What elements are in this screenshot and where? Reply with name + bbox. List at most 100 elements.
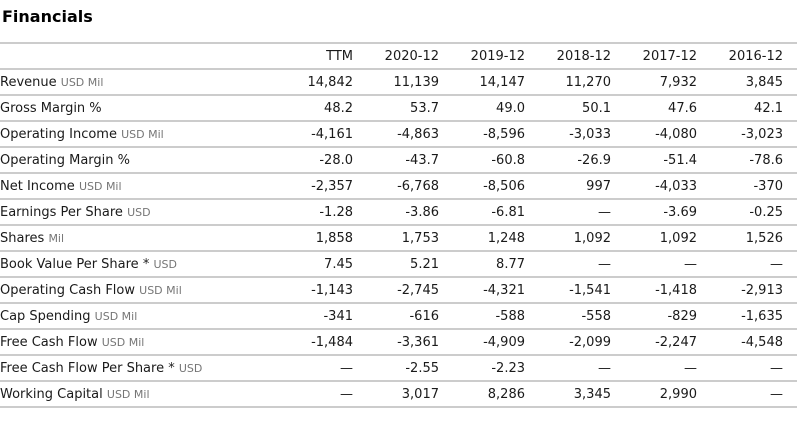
- value-cell: -1,143: [267, 277, 353, 304]
- value-cell: —: [267, 355, 353, 382]
- table-row: Revenue USD Mil 14,842 11,139 14,147 11,270 7…: [0, 69, 797, 96]
- table-row: Operating Margin % -28.0 -43.7 -60.8 -26.9 -5…: [0, 147, 797, 174]
- value-cell: -4,548: [697, 329, 797, 356]
- row-unit: Mil: [48, 231, 65, 245]
- table-row: Net Income USD Mil -2,357 -6,768 -8,506 997-…: [0, 173, 797, 200]
- table-row: Earnings Per Share USD -1.28 -3.86 -6.81— -3…: [0, 199, 797, 226]
- value-cell: -51.4: [611, 147, 697, 174]
- row-label: Working Capital: [0, 386, 103, 402]
- value-cell: -8,596: [439, 121, 525, 148]
- value-cell: —: [267, 381, 353, 408]
- value-cell: 1,858: [267, 225, 353, 252]
- row-unit: USD Mil: [60, 75, 104, 89]
- row-unit: USD Mil: [139, 283, 182, 297]
- value-cell: -8,506: [439, 173, 525, 200]
- value-cell: -1,635: [697, 303, 797, 330]
- row-label-cell: Free Cash Flow Per Share * USD: [0, 355, 267, 382]
- row-label-cell: Book Value Per Share * USD: [0, 251, 267, 278]
- value-cell: 3,017: [353, 381, 439, 408]
- value-cell: -2.55: [353, 355, 439, 382]
- column-header: 2018-12: [525, 43, 611, 70]
- row-label-cell: Operating Margin %: [0, 147, 267, 174]
- value-cell: -0.25: [697, 199, 797, 226]
- table-head: TTM 2020-12 2019-12 2018-12 2017-12 2016-12: [0, 43, 797, 70]
- value-cell: -1,541: [525, 277, 611, 304]
- column-header: 2016-12: [697, 43, 797, 70]
- value-cell: 11,139: [353, 69, 439, 96]
- value-cell: 7,932: [611, 69, 697, 96]
- row-label: Operating Income: [0, 126, 117, 142]
- value-cell: -4,161: [267, 121, 353, 148]
- value-cell: -4,033: [611, 173, 697, 200]
- value-cell: -3,023: [697, 121, 797, 148]
- value-cell: -26.9: [525, 147, 611, 174]
- row-label: Earnings Per Share: [0, 204, 123, 220]
- value-cell: -3,033: [525, 121, 611, 148]
- value-cell: -1.28: [267, 199, 353, 226]
- row-label-cell: Free Cash Flow USD Mil: [0, 329, 267, 356]
- row-label-cell: Earnings Per Share USD: [0, 199, 267, 226]
- row-label: Book Value Per Share *: [0, 256, 150, 272]
- value-cell: 1,753: [353, 225, 439, 252]
- row-label-cell: Working Capital USD Mil: [0, 381, 267, 408]
- table-row: Gross Margin % 48.2 53.7 49.0 50.1 47.6 42.1: [0, 95, 797, 122]
- value-cell: 48.2: [267, 95, 353, 122]
- value-cell: 50.1: [525, 95, 611, 122]
- value-cell: -78.6: [697, 147, 797, 174]
- row-unit: USD Mil: [121, 127, 164, 141]
- value-cell: 3,345: [525, 381, 611, 408]
- value-cell: -60.8: [439, 147, 525, 174]
- value-cell: 1,092: [611, 225, 697, 252]
- value-cell: 49.0: [439, 95, 525, 122]
- column-header: 2017-12: [611, 43, 697, 70]
- row-label: Operating Cash Flow: [0, 282, 135, 298]
- value-cell: -4,863: [353, 121, 439, 148]
- value-cell: 1,248: [439, 225, 525, 252]
- value-cell: -1,418: [611, 277, 697, 304]
- value-cell: 53.7: [353, 95, 439, 122]
- table-row: Cap Spending USD Mil -341 -616 -588 -558 -829…: [0, 303, 797, 330]
- value-cell: -2,247: [611, 329, 697, 356]
- value-cell: -616: [353, 303, 439, 330]
- value-cell: -3.86: [353, 199, 439, 226]
- table-row: Operating Income USD Mil -4,161 -4,863 -8,5…: [0, 121, 797, 148]
- value-cell: -341: [267, 303, 353, 330]
- value-cell: —: [525, 199, 611, 226]
- value-cell: -3,361: [353, 329, 439, 356]
- value-cell: 997: [525, 173, 611, 200]
- row-label: Cap Spending: [0, 308, 91, 324]
- column-header: 2020-12: [353, 43, 439, 70]
- header-label-spacer: [0, 43, 267, 70]
- row-label: Free Cash Flow Per Share *: [0, 360, 175, 376]
- table-row: Free Cash Flow USD Mil -1,484 -3,361 -4,909…: [0, 329, 797, 356]
- row-label: Free Cash Flow: [0, 334, 98, 350]
- value-cell: 1,526: [697, 225, 797, 252]
- row-unit: USD: [153, 257, 177, 271]
- row-label: Net Income: [0, 178, 75, 194]
- value-cell: -829: [611, 303, 697, 330]
- row-label: Gross Margin %: [0, 100, 102, 116]
- row-label: Shares: [0, 230, 45, 246]
- row-unit: USD Mil: [101, 335, 145, 349]
- value-cell: —: [525, 355, 611, 382]
- value-cell: 14,147: [439, 69, 525, 96]
- value-cell: 8,286: [439, 381, 525, 408]
- financials-table: TTM 2020-12 2019-12 2018-12 2017-12 2016-12 R…: [0, 42, 797, 408]
- value-cell: 5.21: [353, 251, 439, 278]
- value-cell: -43.7: [353, 147, 439, 174]
- table-row: Working Capital USD Mil —3,017 8,286 3,345 2…: [0, 381, 797, 408]
- row-label-cell: Operating Cash Flow USD Mil: [0, 277, 267, 304]
- value-cell: -2.23: [439, 355, 525, 382]
- table-row: Book Value Per Share * USD 7.45 5.21 8.77— —…: [0, 251, 797, 278]
- value-cell: -558: [525, 303, 611, 330]
- row-label-cell: Cap Spending USD Mil: [0, 303, 267, 330]
- value-cell: -6.81: [439, 199, 525, 226]
- value-cell: —: [525, 251, 611, 278]
- value-cell: 47.6: [611, 95, 697, 122]
- value-cell: —: [697, 381, 797, 408]
- value-cell: 2,990: [611, 381, 697, 408]
- table-row: Shares Mil 1,858 1,753 1,248 1,092 1,092 1,526: [0, 225, 797, 252]
- value-cell: -2,099: [525, 329, 611, 356]
- value-cell: —: [611, 251, 697, 278]
